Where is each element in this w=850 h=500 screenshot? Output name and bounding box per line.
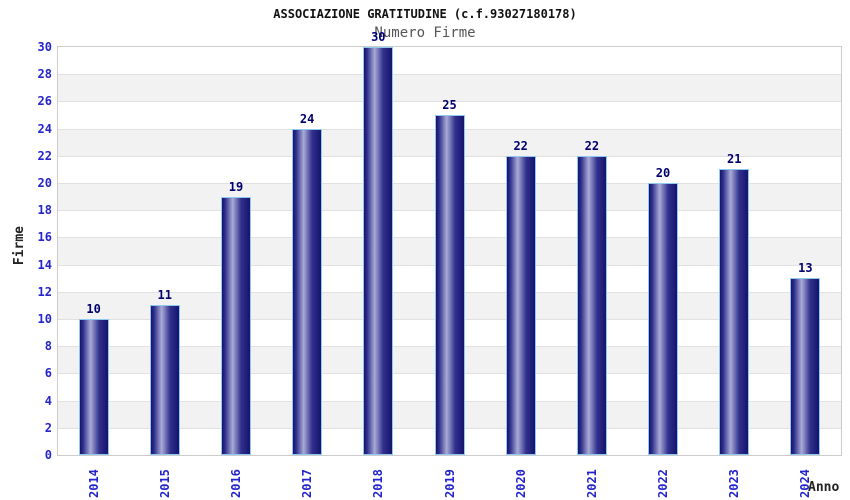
y-tick-label: 2 bbox=[44, 420, 52, 435]
y-tick-label: 14 bbox=[37, 257, 52, 272]
x-tick-label: 2018 bbox=[371, 469, 386, 498]
x-tick-label: 2020 bbox=[513, 469, 528, 498]
bar bbox=[78, 319, 109, 455]
bar bbox=[576, 155, 607, 455]
bar bbox=[719, 169, 750, 455]
bar-value-label: 20 bbox=[655, 166, 671, 180]
x-tick-label: 2016 bbox=[228, 469, 243, 498]
y-tick-label: 8 bbox=[44, 339, 52, 354]
y-tick-label: 0 bbox=[44, 448, 52, 462]
y-tick-label: 22 bbox=[37, 148, 52, 163]
x-tick-label: 2015 bbox=[157, 469, 172, 498]
bar-value-label: 10 bbox=[86, 302, 101, 316]
x-tick-label: 2023 bbox=[727, 469, 742, 498]
y-tick-label: 10 bbox=[37, 312, 52, 326]
y-tick-label: 6 bbox=[44, 366, 52, 381]
y-tick-label: 12 bbox=[37, 284, 52, 299]
bar-value-label: 24 bbox=[299, 111, 315, 126]
bar-value-label: 19 bbox=[228, 179, 244, 194]
x-tick-label: 2021 bbox=[584, 469, 599, 498]
y-tick-label: 18 bbox=[37, 203, 52, 218]
grid-band bbox=[58, 47, 841, 75]
x-tick-label: 2017 bbox=[300, 469, 315, 498]
bar-value-label: 13 bbox=[798, 261, 813, 276]
bar-value-label: 25 bbox=[442, 98, 457, 112]
chart-title: ASSOCIAZIONE GRATITUDINE (c.f.9302718017… bbox=[273, 7, 577, 21]
bar bbox=[505, 155, 536, 455]
bar bbox=[790, 278, 821, 455]
y-tick-label: 16 bbox=[37, 230, 52, 245]
bar bbox=[220, 196, 251, 455]
bar-value-label: 30 bbox=[371, 30, 386, 44]
bar-value-label: 22 bbox=[584, 138, 600, 153]
bar-value-label: 21 bbox=[726, 152, 742, 167]
y-tick-label: 26 bbox=[37, 94, 52, 109]
y-tick-label: 28 bbox=[37, 67, 52, 82]
grid-band bbox=[58, 74, 841, 102]
x-tick-label: 2014 bbox=[86, 469, 101, 498]
bar bbox=[292, 128, 323, 455]
bar-value-label: 22 bbox=[513, 138, 528, 153]
y-tick-label: 20 bbox=[37, 176, 52, 190]
y-tick-label: 30 bbox=[37, 40, 52, 54]
x-tick-label: 2024 bbox=[798, 469, 813, 498]
bar bbox=[363, 47, 394, 455]
y-tick-label: 4 bbox=[44, 393, 52, 408]
bar bbox=[648, 183, 679, 455]
y-tick-label: 24 bbox=[37, 121, 52, 136]
x-axis-label: Anno bbox=[808, 480, 840, 495]
bar bbox=[149, 305, 180, 455]
x-tick-label: 2022 bbox=[656, 469, 671, 498]
chart-subtitle: Numero Firme bbox=[374, 25, 476, 41]
x-tick-label: 2019 bbox=[442, 469, 457, 498]
bar-value-label: 11 bbox=[157, 288, 172, 303]
bar bbox=[434, 115, 465, 455]
